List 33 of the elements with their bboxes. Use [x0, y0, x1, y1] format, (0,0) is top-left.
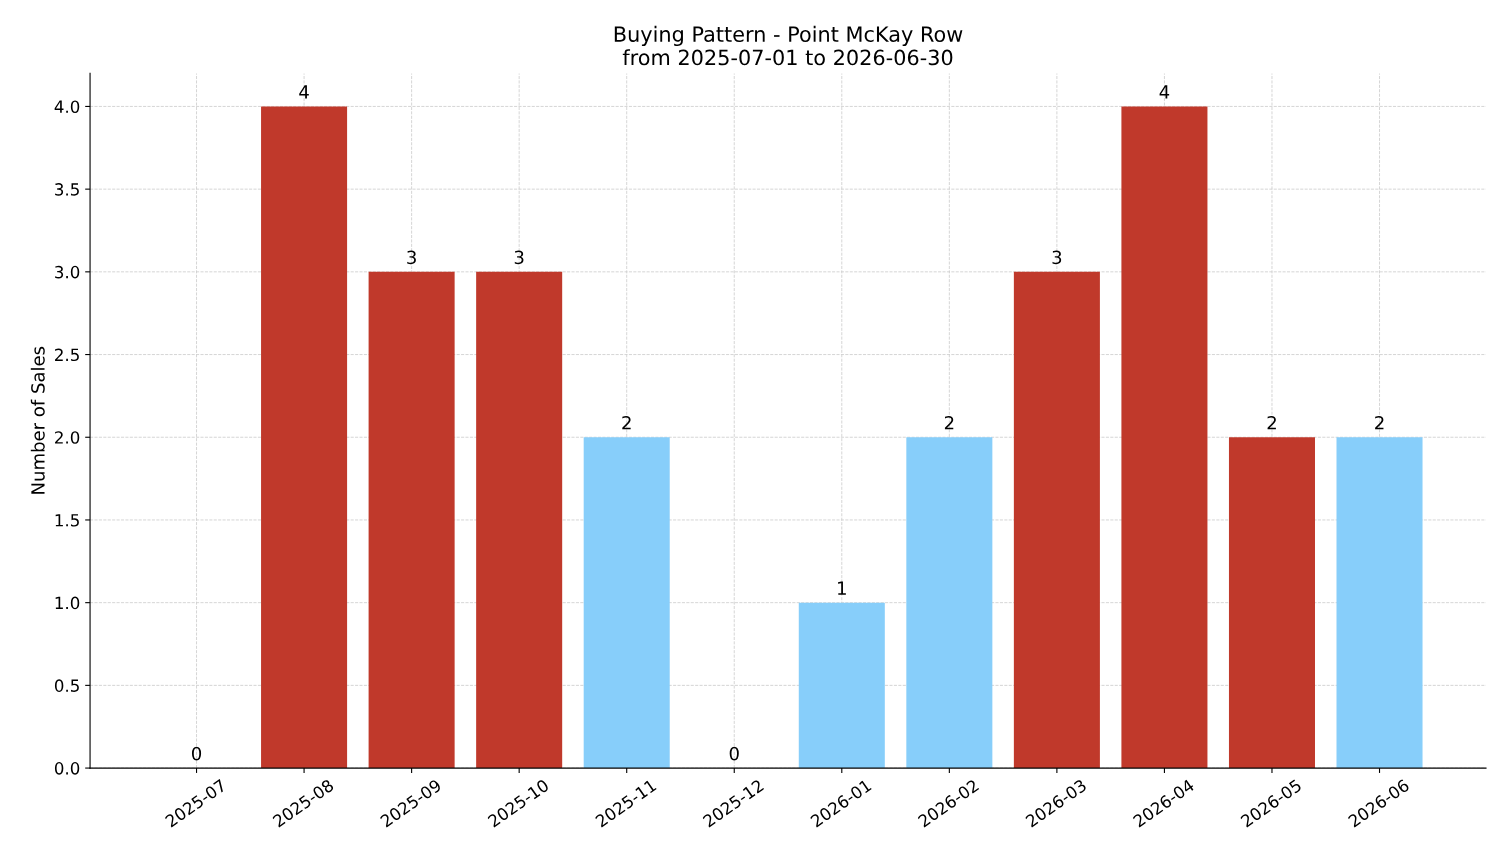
bar	[1013, 271, 1100, 769]
data-label: 0	[191, 746, 202, 761]
bar	[798, 602, 885, 769]
bar	[906, 437, 993, 769]
bar	[1228, 437, 1315, 769]
bar	[1336, 437, 1423, 769]
y-tick-label: 2.5	[55, 348, 79, 362]
y-tick-label: 0.0	[54, 762, 80, 775]
bar	[476, 271, 563, 769]
data-label: 3	[1052, 250, 1062, 265]
data-label: 2	[1375, 415, 1384, 430]
y-tick-label: 1.0	[55, 596, 80, 610]
data-label: 3	[407, 250, 416, 265]
data-label: 3	[514, 250, 524, 265]
y-axis-title: Number of Sales	[30, 346, 45, 494]
data-label: 2	[944, 415, 954, 430]
data-label: 0	[729, 746, 739, 761]
data-label: 2	[622, 415, 631, 430]
data-label: 2	[1267, 415, 1276, 430]
bar	[1121, 106, 1208, 769]
y-tick-label: 0.5	[54, 679, 79, 692]
bar	[368, 271, 455, 769]
chart-title: Buying Pattern - Point McKay Row from 2025-07-01 to 2026-06-30	[614, 25, 963, 66]
bar	[583, 437, 670, 769]
y-tick-label: 4.0	[54, 100, 80, 114]
data-label: 1	[838, 581, 846, 595]
y-tick-label: 2.0	[55, 431, 80, 444]
bar	[261, 106, 348, 769]
y-tick-label: 3.5	[55, 183, 79, 196]
y-tick-label: 1.5	[55, 514, 79, 527]
data-label: 4	[299, 85, 309, 99]
y-tick-label: 3.0	[55, 265, 80, 279]
data-label: 4	[1159, 85, 1170, 99]
